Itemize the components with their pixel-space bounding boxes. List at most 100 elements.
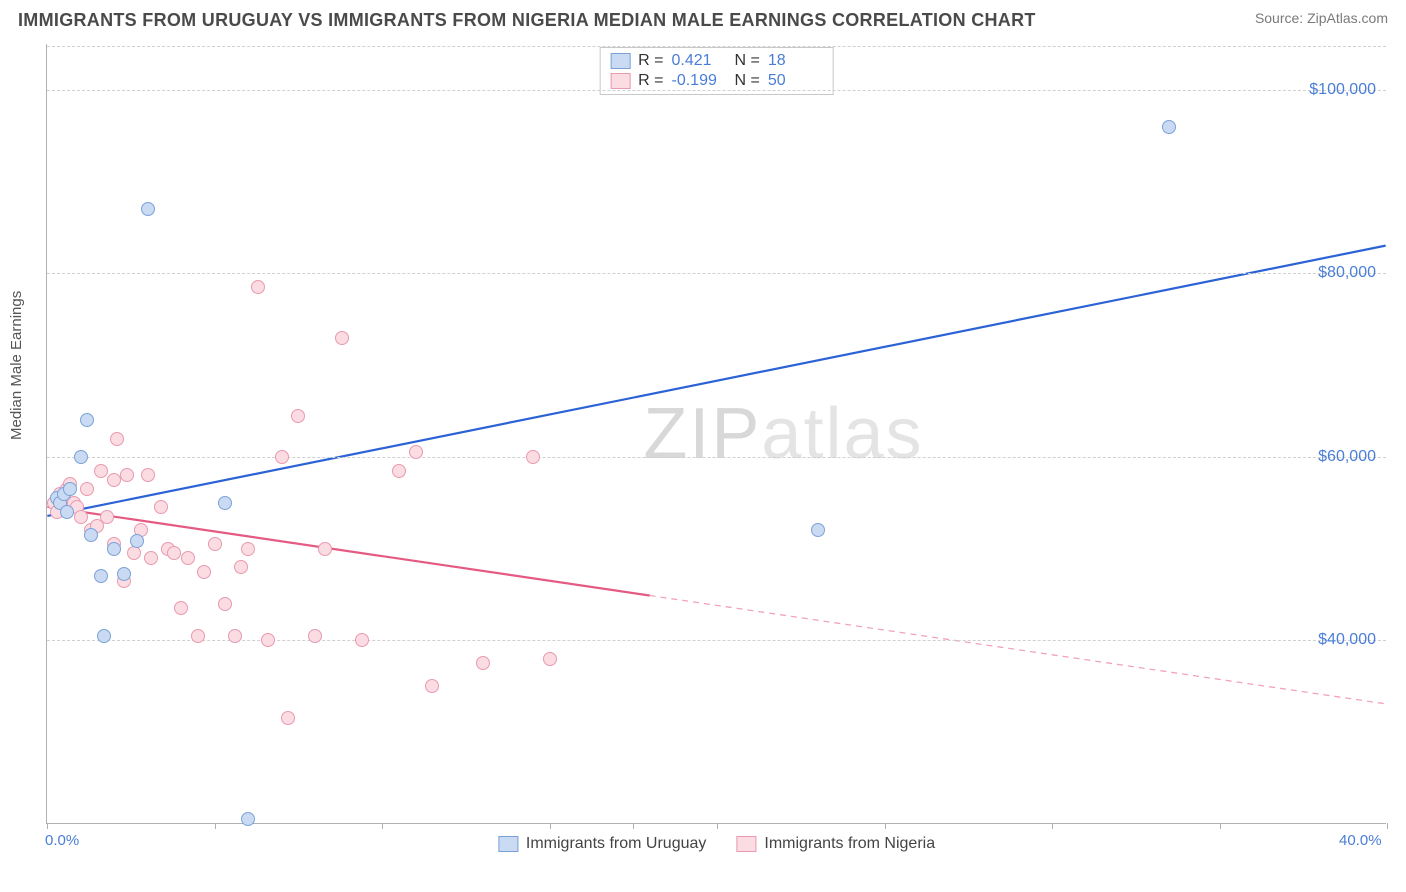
legend-swatch-uruguay — [498, 836, 518, 852]
data-point-nigeria — [191, 629, 205, 643]
data-point-nigeria — [234, 560, 248, 574]
y-tick-label: $60,000 — [1318, 448, 1376, 466]
data-point-nigeria — [476, 656, 490, 670]
data-point-nigeria — [110, 432, 124, 446]
legend-swatch-nigeria — [736, 836, 756, 852]
n-value-uruguay: 18 — [768, 52, 823, 70]
gridline — [47, 46, 1386, 47]
y-tick-label: $100,000 — [1309, 81, 1376, 99]
x-tick-label: 40.0% — [1339, 832, 1382, 849]
data-point-nigeria — [392, 464, 406, 478]
chart-title: IMMIGRANTS FROM URUGUAY VS IMMIGRANTS FR… — [18, 10, 1036, 31]
data-point-nigeria — [144, 551, 158, 565]
data-point-nigeria — [80, 482, 94, 496]
data-point-uruguay — [141, 202, 155, 216]
legend-stats: R = 0.421 N = 18R = -0.199 N = 50 — [599, 47, 834, 95]
x-tick-mark — [1220, 823, 1221, 829]
data-point-nigeria — [318, 542, 332, 556]
data-point-uruguay — [1162, 120, 1176, 134]
x-tick-mark — [1052, 823, 1053, 829]
gridline — [47, 640, 1386, 641]
legend-stats-row-nigeria: R =-0.199N =50 — [610, 72, 823, 90]
legend-series-label-nigeria: Immigrants from Nigeria — [764, 835, 935, 853]
trend-lines-svg — [47, 44, 1386, 823]
data-point-uruguay — [130, 534, 144, 548]
watermark: ZIPatlas — [643, 393, 923, 475]
data-point-nigeria — [208, 537, 222, 551]
data-point-uruguay — [97, 629, 111, 643]
legend-swatch-nigeria — [610, 73, 630, 89]
watermark-atlas: atlas — [761, 394, 923, 474]
legend-swatch-uruguay — [610, 53, 630, 69]
x-tick-mark — [885, 823, 886, 829]
data-point-uruguay — [811, 523, 825, 537]
r-value-nigeria: -0.199 — [672, 72, 727, 90]
data-point-nigeria — [218, 597, 232, 611]
data-point-uruguay — [63, 482, 77, 496]
n-value-nigeria: 50 — [768, 72, 823, 90]
legend-series-item-uruguay: Immigrants from Uruguay — [498, 835, 707, 853]
data-point-nigeria — [74, 510, 88, 524]
data-point-nigeria — [409, 445, 423, 459]
data-point-nigeria — [241, 542, 255, 556]
data-point-uruguay — [241, 812, 255, 826]
data-point-nigeria — [425, 679, 439, 693]
data-point-nigeria — [251, 280, 265, 294]
data-point-nigeria — [127, 546, 141, 560]
data-point-nigeria — [355, 633, 369, 647]
data-point-nigeria — [543, 652, 557, 666]
data-point-nigeria — [275, 450, 289, 464]
data-point-nigeria — [174, 601, 188, 615]
data-point-uruguay — [60, 505, 74, 519]
x-tick-mark — [47, 823, 48, 829]
data-point-nigeria — [526, 450, 540, 464]
data-point-uruguay — [107, 542, 121, 556]
x-tick-mark — [717, 823, 718, 829]
data-point-uruguay — [84, 528, 98, 542]
legend-series: Immigrants from Uruguay Immigrants from N… — [498, 835, 935, 853]
x-tick-mark — [1387, 823, 1388, 829]
trend-line-uruguay — [47, 246, 1385, 516]
data-point-uruguay — [117, 567, 131, 581]
r-prefix: R = — [638, 52, 663, 70]
legend-series-item-nigeria: Immigrants from Nigeria — [736, 835, 935, 853]
data-point-nigeria — [120, 468, 134, 482]
data-point-nigeria — [197, 565, 211, 579]
gridline — [47, 273, 1386, 274]
data-point-uruguay — [74, 450, 88, 464]
data-point-nigeria — [154, 500, 168, 514]
data-point-nigeria — [141, 468, 155, 482]
legend-series-label-uruguay: Immigrants from Uruguay — [526, 835, 707, 853]
header: IMMIGRANTS FROM URUGUAY VS IMMIGRANTS FR… — [0, 0, 1406, 37]
gridline — [47, 90, 1386, 91]
y-tick-label: $40,000 — [1318, 631, 1376, 649]
n-prefix: N = — [735, 72, 760, 90]
data-point-nigeria — [261, 633, 275, 647]
r-value-uruguay: 0.421 — [672, 52, 727, 70]
data-point-nigeria — [291, 409, 305, 423]
data-point-nigeria — [100, 510, 114, 524]
data-point-uruguay — [94, 569, 108, 583]
source-label: Source: ZipAtlas.com — [1255, 10, 1388, 26]
gridline — [47, 457, 1386, 458]
y-axis-label: Median Male Earnings — [8, 291, 25, 440]
plot-area: ZIPatlas R =0.421N =18R =-0.199N =50 Imm… — [46, 44, 1386, 824]
x-tick-mark — [215, 823, 216, 829]
legend-stats-row-uruguay: R = 0.421 N = 18 — [610, 52, 823, 70]
data-point-nigeria — [94, 464, 108, 478]
data-point-nigeria — [308, 629, 322, 643]
data-point-uruguay — [218, 496, 232, 510]
watermark-zip: ZIP — [643, 394, 761, 474]
x-tick-mark — [382, 823, 383, 829]
data-point-nigeria — [228, 629, 242, 643]
data-point-nigeria — [181, 551, 195, 565]
y-tick-label: $80,000 — [1318, 264, 1376, 282]
data-point-nigeria — [281, 711, 295, 725]
x-tick-mark — [550, 823, 551, 829]
data-point-uruguay — [80, 413, 94, 427]
data-point-nigeria — [335, 331, 349, 345]
data-point-nigeria — [167, 546, 181, 560]
x-tick-mark — [633, 823, 634, 829]
n-prefix: N = — [735, 52, 760, 70]
x-tick-label: 0.0% — [45, 832, 79, 849]
